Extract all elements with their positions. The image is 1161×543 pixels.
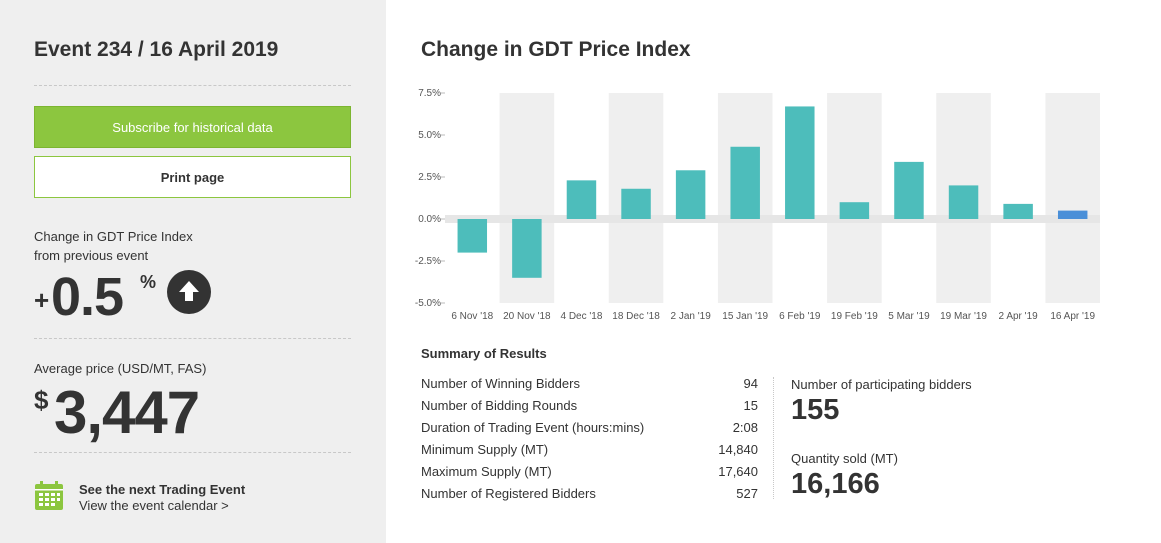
print-button[interactable]: Print page: [34, 156, 351, 198]
x-tick-label: 4 Dec '18: [560, 311, 602, 322]
bar: [839, 202, 870, 219]
summary-divider: [773, 377, 774, 499]
bar: [730, 146, 760, 219]
x-tick-label: 19 Feb '19: [831, 311, 878, 322]
price-index-chart: 7.5% 5.0% 2.5% 0.0% -2.5% -5.0% 6 Nov '18 20 No…: [415, 88, 1100, 322]
y-tick-label: 7.5%: [418, 88, 441, 99]
grid-band: [1045, 93, 1100, 303]
next-event-title: See the next Trading Event: [79, 482, 246, 497]
x-tick-label: 6 Nov '18: [451, 311, 493, 322]
summary-row: Maximum Supply (MT) 17,640: [421, 461, 758, 483]
zero-band: [445, 215, 1100, 223]
sidebar: Event 234 / 16 April 2019 Subscribe for …: [0, 0, 386, 543]
participating-bidders-value: 155: [791, 394, 840, 426]
x-tick-label: 2 Jan '19: [670, 311, 711, 322]
bar: [1003, 203, 1033, 219]
bar: [621, 188, 651, 219]
participating-bidders-label: Number of participating bidders: [791, 377, 972, 392]
change-label-line2: from previous event: [34, 248, 149, 263]
x-tick-label: 2 Apr '19: [999, 311, 1039, 322]
arrow-up-icon: [167, 270, 211, 314]
summary-table: Number of Winning Bidders 94 Number of Bid…: [421, 373, 758, 505]
bar: [948, 185, 979, 219]
bar: [785, 106, 815, 219]
quantity-sold-label: Quantity sold (MT): [791, 451, 898, 466]
summary-row: Number of Registered Bidders 527: [421, 483, 758, 505]
change-sign: +: [34, 285, 50, 315]
change-value: 0.5: [51, 267, 124, 327]
subscribe-button[interactable]: Subscribe for historical data: [34, 106, 351, 148]
calendar-icon: [34, 481, 64, 511]
summary-row-label: Number of Registered Bidders: [421, 486, 596, 501]
summary-row: Number of Winning Bidders 94: [421, 373, 758, 395]
y-tick-label: -5.0%: [415, 298, 441, 309]
summary-row-value: 527: [736, 486, 758, 501]
grid-band: [827, 93, 882, 303]
divider: [34, 338, 351, 339]
event-title: Event 234 / 16 April 2019: [34, 38, 279, 61]
divider: [34, 85, 351, 86]
x-tick-label: 18 Dec '18: [612, 311, 660, 322]
bar: [675, 170, 706, 219]
change-label: Change in GDT Price Index from previous …: [34, 227, 234, 265]
summary-row-value: 15: [743, 398, 758, 413]
summary-row-value: 14,840: [718, 442, 758, 457]
x-tick-label: 6 Feb '19: [779, 311, 821, 322]
y-tick-label: -2.5%: [415, 256, 441, 267]
y-tick-label: 5.0%: [418, 130, 441, 141]
change-unit: %: [140, 272, 157, 292]
summary-row-label: Number of Winning Bidders: [421, 376, 580, 391]
chart-title: Change in GDT Price Index: [421, 38, 691, 61]
x-tick-label: 15 Jan '19: [722, 311, 768, 322]
bar: [894, 161, 924, 219]
summary-row-label: Duration of Trading Event (hours:mins): [421, 420, 645, 435]
summary-row: Duration of Trading Event (hours:mins) 2:…: [421, 417, 758, 439]
change-label-line1: Change in GDT Price Index: [34, 229, 193, 244]
y-tick-label: 0.0%: [418, 214, 441, 225]
summary-row: Minimum Supply (MT) 14,840: [421, 439, 758, 461]
summary-row-value: 17,640: [718, 464, 758, 479]
x-tick-label: 5 Mar '19: [888, 311, 930, 322]
x-tick-label: 20 Nov '18: [503, 311, 551, 322]
event-calendar-link[interactable]: View the event calendar >: [79, 498, 229, 513]
bar: [566, 180, 597, 219]
bar: [512, 219, 542, 278]
average-price-value: 3,447: [54, 379, 200, 446]
average-price-label: Average price (USD/MT, FAS): [34, 361, 207, 376]
bar: [457, 219, 488, 253]
x-tick-label: 19 Mar '19: [940, 311, 987, 322]
summary-row: Number of Bidding Rounds 15: [421, 395, 758, 417]
average-price-currency: $: [34, 385, 49, 415]
summary-row-value: 94: [743, 376, 758, 391]
x-tick-label: 16 Apr '19: [1050, 311, 1095, 322]
summary-row-label: Number of Bidding Rounds: [421, 398, 578, 413]
y-tick-label: 2.5%: [418, 172, 441, 183]
bar: [1057, 210, 1088, 219]
quantity-sold-value: 16,166: [791, 468, 880, 500]
summary-row-value: 2:08: [732, 420, 758, 435]
summary-title: Summary of Results: [421, 346, 547, 361]
divider: [34, 452, 351, 453]
summary-row-label: Maximum Supply (MT): [421, 464, 552, 479]
summary-row-label: Minimum Supply (MT): [421, 442, 549, 457]
